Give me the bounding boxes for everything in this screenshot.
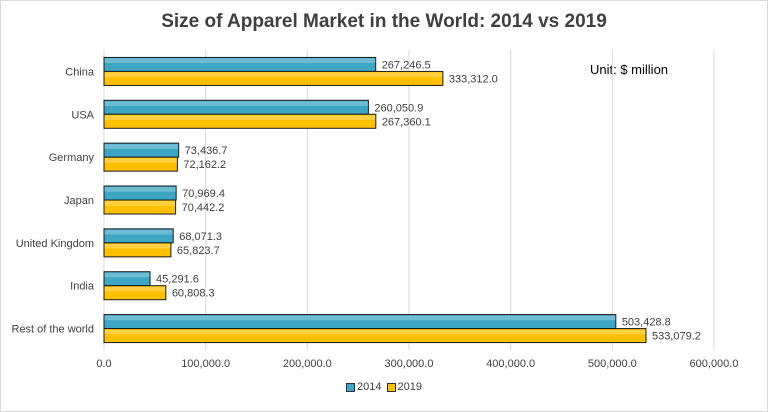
bar-highlight: [104, 101, 368, 106]
bar-highlight: [104, 329, 646, 335]
x-tick-label: 300,000.0: [385, 358, 434, 370]
value-label: 70,969.4: [182, 188, 225, 200]
legend-swatch-2019: [386, 382, 396, 392]
value-labels: 267,246.5 333,312.0 260,050.9 267,360.1 73,4…: [156, 59, 701, 342]
bar-highlight: [104, 58, 376, 64]
value-label: 533,079.2: [652, 331, 701, 343]
legend: 2014 2019: [0, 381, 768, 393]
value-label: 68,071.3: [179, 231, 222, 243]
x-tick-label: 400,000.0: [486, 358, 535, 370]
legend-item-2019: 2019: [386, 381, 423, 393]
category-label: China: [65, 66, 95, 78]
value-label: 65,823.7: [177, 245, 220, 257]
value-label: 267,360.1: [382, 116, 431, 128]
bars: [103, 56, 647, 344]
bar-highlight: [104, 187, 176, 192]
category-label: Germany: [49, 152, 95, 164]
category-label: United Kingdom: [16, 238, 94, 250]
x-tick-label: 100,000.0: [181, 358, 230, 370]
bar-highlight: [104, 315, 616, 321]
bar-highlight: [104, 72, 443, 78]
bar-2019: [103, 285, 167, 301]
value-label: 260,050.9: [374, 102, 423, 114]
bar-highlight: [104, 243, 171, 249]
legend-item-2014: 2014: [345, 381, 382, 393]
value-label: 503,428.8: [622, 317, 671, 329]
bar-2019: [103, 242, 172, 258]
value-label: 73,436.7: [185, 145, 228, 157]
category-label: USA: [71, 109, 94, 121]
category-label: Japan: [64, 195, 94, 207]
bar-highlight: [104, 158, 177, 163]
category-labels: China USA Germany Japan United Kingdom India R…: [11, 66, 94, 335]
bar-2019: [103, 70, 444, 86]
bar-highlight: [104, 272, 150, 278]
x-tick-label: 0.0: [96, 358, 111, 370]
x-tick-label: 600,000.0: [690, 358, 739, 370]
unit-note: Unit: $ million: [590, 62, 669, 77]
x-tick-label: 500,000.0: [588, 358, 637, 370]
bar-highlight: [104, 144, 179, 149]
category-label: Rest of the world: [11, 324, 94, 336]
value-label: 45,291.6: [156, 274, 199, 286]
bar-highlight: [104, 201, 176, 206]
value-label: 333,312.0: [449, 73, 498, 85]
x-tick-label: 200,000.0: [283, 358, 332, 370]
x-axis-ticks: 0.0 100,000.0 200,000.0 300,000.0 400,000.0 5…: [96, 358, 738, 370]
bar-2019: [103, 328, 647, 344]
bar-highlight: [104, 115, 376, 120]
value-label: 60,808.3: [172, 288, 215, 300]
bar-highlight: [104, 286, 166, 292]
bar-2019: [103, 113, 377, 129]
legend-swatch-2014: [345, 382, 355, 392]
legend-label-2019: 2019: [397, 381, 423, 393]
value-label: 72,162.2: [183, 159, 226, 171]
value-label: 70,442.2: [182, 202, 225, 214]
legend-label-2014: 2014: [356, 381, 382, 393]
chart-title: Size of Apparel Market in the World: 201…: [161, 11, 607, 32]
bar-2019: [103, 199, 177, 215]
category-label: India: [70, 281, 95, 293]
value-label: 267,246.5: [382, 59, 431, 71]
bar-highlight: [104, 229, 173, 235]
bar-2019: [103, 156, 178, 172]
grid-lines: [103, 50, 715, 350]
